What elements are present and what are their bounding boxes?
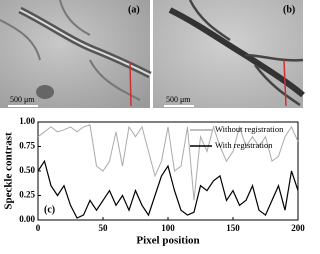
y-tick-label: 1.00 xyxy=(19,116,35,126)
x-tick-label: 150 xyxy=(226,223,240,233)
legend-label: Without registration xyxy=(215,124,284,134)
plot-frame xyxy=(37,121,299,221)
figure: (a) 500 μm (b) 500 μm (c) Pixel position… xyxy=(0,0,305,247)
y-axis-label: Speckle contrast xyxy=(3,132,15,210)
data-line xyxy=(37,124,299,201)
x-tick-label: 100 xyxy=(161,223,175,233)
y-tick-label: 0.25 xyxy=(19,190,35,200)
scale-bar-label: 500 μm xyxy=(10,95,35,104)
x-tick-label: 50 xyxy=(99,223,109,233)
y-tick-label: 0.75 xyxy=(19,141,35,151)
panel-a: (a) 500 μm xyxy=(0,0,152,108)
x-tick-label: 200 xyxy=(291,223,305,233)
x-tick-label: 0 xyxy=(36,223,41,233)
panel-b: (b) 500 μm xyxy=(153,0,305,108)
panel-label: (b) xyxy=(283,4,295,15)
data-line xyxy=(37,159,299,219)
scale-bar-label: 500 μm xyxy=(166,95,191,104)
y-tick-label: 0.50 xyxy=(19,165,35,175)
y-tick-label: 0.00 xyxy=(19,214,35,224)
panel-label: (c) xyxy=(44,204,55,215)
legend-label: With registration xyxy=(215,140,273,150)
x-axis-label: Pixel position xyxy=(136,235,199,247)
panel-label: (a) xyxy=(128,4,140,15)
